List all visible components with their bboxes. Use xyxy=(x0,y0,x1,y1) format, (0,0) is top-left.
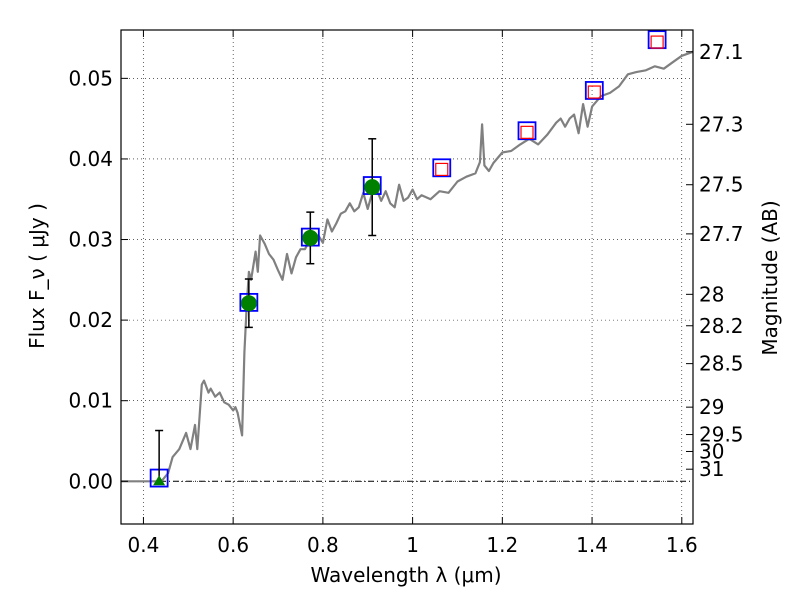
x-tick-label: 1.6 xyxy=(666,533,698,557)
green-triangle-marker xyxy=(153,475,166,486)
x-tick-label: 1.4 xyxy=(576,533,608,557)
x-tick-label: 0.6 xyxy=(217,533,249,557)
y-tick-label: 0.00 xyxy=(68,469,113,493)
right-tick-label: 31 xyxy=(699,457,724,481)
x-tick-label: 0.4 xyxy=(128,533,160,557)
x-axis-title: Wavelength λ (μm) xyxy=(310,563,501,587)
green-circle-marker xyxy=(240,295,257,312)
right-tick-label: 28.5 xyxy=(699,352,744,376)
blue-square-marker xyxy=(584,81,604,100)
blue-square-marker xyxy=(432,158,452,178)
red-square-marker xyxy=(520,125,534,139)
plot-frame xyxy=(120,29,694,525)
x-tick-label: 1 xyxy=(406,533,419,557)
tick-marks xyxy=(121,30,693,524)
right-tick-label: 28 xyxy=(699,282,724,306)
right-tick-label: 27.1 xyxy=(699,40,744,64)
x-tick-label: 0.8 xyxy=(307,533,339,557)
red-square-marker xyxy=(587,85,601,99)
right-tick-label: 28.2 xyxy=(699,314,744,338)
right-tick-label: 29.5 xyxy=(699,423,744,447)
grid-lines xyxy=(121,30,693,524)
right-tick-label: 29 xyxy=(699,395,724,419)
x-tick-label: 1.2 xyxy=(486,533,518,557)
right-axis-title: Magnitude (AB) xyxy=(758,200,782,355)
y-tick-label: 0.04 xyxy=(68,147,113,171)
red-square-marker xyxy=(435,162,449,177)
right-tick-label: 30 xyxy=(699,439,724,463)
y-tick-label: 0.03 xyxy=(68,228,113,252)
green-circle-marker xyxy=(302,229,319,246)
y-tick-label: 0.01 xyxy=(68,389,113,413)
y-axis-title: Flux F_ν ( μJy ) xyxy=(25,203,49,349)
right-tick-label: 27.5 xyxy=(699,173,744,197)
right-tick-label: 27.7 xyxy=(699,222,744,246)
y-tick-label: 0.02 xyxy=(68,308,113,332)
series-layer xyxy=(121,30,694,488)
right-tick-label: 27.3 xyxy=(699,112,744,136)
tick-labels: 0.4 0.6 0.8 1 1.2 1.4 1.6 0.00 0.01 0.02 0.03 0.04 0… xyxy=(68,40,743,557)
green-circle-marker xyxy=(364,179,381,196)
blue-square-marker xyxy=(517,121,537,141)
model-spectrum-line xyxy=(121,50,694,483)
red-square-marker xyxy=(650,35,664,49)
y-tick-label: 0.05 xyxy=(68,66,113,90)
